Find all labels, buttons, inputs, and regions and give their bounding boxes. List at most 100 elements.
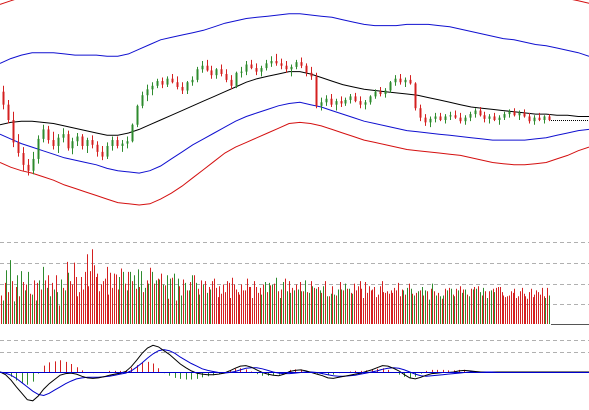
candle-body — [250, 64, 253, 69]
candle-body — [191, 79, 194, 83]
candle-body — [101, 151, 104, 157]
candle-body — [325, 98, 328, 103]
candle-body — [340, 101, 343, 104]
candle-body — [479, 110, 482, 116]
inner-lower-band-line — [0, 101, 589, 174]
candle-body — [498, 117, 501, 120]
middle-band-line — [0, 71, 589, 136]
candle-body — [285, 65, 288, 70]
candle-body — [533, 117, 536, 122]
candle-body — [434, 116, 437, 119]
candle-body — [275, 61, 278, 64]
candle-body — [196, 69, 199, 80]
candle-body — [364, 102, 367, 105]
candle-body — [394, 78, 397, 83]
candle-body — [52, 140, 55, 146]
candle-body — [399, 78, 402, 83]
candle-body — [67, 134, 70, 149]
inner-upper-band-line — [0, 13, 589, 64]
candle-body — [106, 145, 109, 157]
candle-body — [439, 116, 442, 120]
candle-body — [315, 76, 318, 106]
candle-body — [474, 110, 477, 115]
candle-body — [459, 117, 462, 122]
candle-body — [42, 129, 45, 139]
candle-body — [548, 116, 551, 120]
volume-panel — [0, 242, 589, 325]
candle-body — [91, 140, 94, 145]
candle-body — [235, 72, 238, 86]
candle-body — [2, 91, 5, 105]
candle-body — [37, 138, 40, 159]
candle-body — [86, 140, 89, 146]
candle-body — [166, 78, 169, 85]
candle-body — [414, 83, 417, 109]
candle-body — [176, 82, 179, 87]
candle-body — [146, 89, 149, 96]
outer-upper-band-line — [0, 0, 589, 5]
candle-body — [96, 144, 99, 152]
candle-body — [354, 96, 357, 102]
candle-body — [201, 65, 204, 70]
candle-body — [131, 124, 134, 142]
candle-body — [215, 69, 218, 76]
candle-body — [260, 68, 263, 72]
candle-body — [171, 78, 174, 83]
candle-body — [384, 90, 387, 95]
candle-body — [121, 143, 124, 146]
candle-body — [379, 91, 382, 95]
candle-body — [136, 105, 139, 125]
candle-body — [444, 116, 447, 120]
candle-body — [47, 129, 50, 141]
candle-body — [359, 101, 362, 105]
candle-body — [126, 141, 129, 144]
candle-body — [22, 153, 25, 165]
candle-body — [310, 72, 313, 77]
candle-body — [255, 68, 258, 72]
candle-body — [409, 79, 412, 84]
candle-body — [71, 141, 74, 149]
candle-body — [493, 116, 496, 120]
candle-body — [265, 63, 268, 69]
candle-body — [17, 142, 20, 154]
candle-body — [464, 117, 467, 122]
candle-body — [57, 137, 60, 146]
candle-body — [220, 69, 223, 74]
candle-body — [454, 115, 457, 118]
candle-body — [181, 86, 184, 91]
candle-body — [503, 114, 506, 118]
candle-body — [295, 62, 298, 67]
candle-body — [543, 116, 546, 120]
candle-body — [320, 102, 323, 106]
candle-body — [32, 158, 35, 171]
candle-body — [349, 96, 352, 100]
candle-body — [230, 79, 233, 86]
candle-body — [156, 81, 159, 86]
candle-body — [225, 73, 228, 80]
candle-body — [335, 101, 338, 105]
candle-body — [27, 164, 30, 171]
candle-body — [290, 66, 293, 70]
candle-body — [538, 117, 541, 120]
outer-lower-band-line — [0, 121, 589, 206]
candle-body — [62, 134, 65, 138]
candle-body — [469, 114, 472, 118]
macd-panel — [0, 340, 589, 402]
candle-body — [369, 96, 372, 103]
candle-body — [245, 64, 248, 72]
candle-body — [389, 82, 392, 91]
candle-body — [81, 136, 84, 146]
price-panel — [0, 0, 589, 206]
candle-body — [429, 118, 432, 123]
candle-body — [300, 62, 303, 66]
candle-body — [330, 98, 333, 105]
candle-body — [488, 116, 491, 119]
candle-body — [483, 115, 486, 119]
candle-body — [449, 115, 452, 117]
candle-body — [206, 65, 209, 71]
candle-body — [344, 99, 347, 104]
candle-body — [513, 111, 516, 116]
candle-body — [76, 136, 79, 142]
candle-body — [270, 61, 273, 64]
